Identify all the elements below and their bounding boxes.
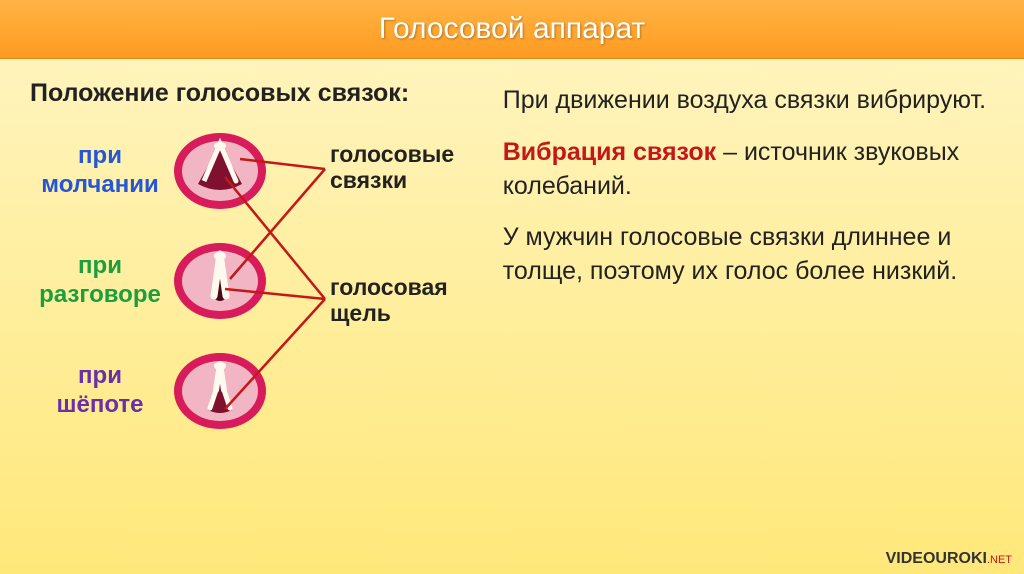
content-area: Положение голосовых связок: при молчании…: [0, 59, 1024, 573]
slide-title: Голосовой аппарат: [0, 0, 1024, 59]
larynx-icon-narrow: [170, 236, 270, 326]
paragraph-3: У мужчин голосовые связки длиннее и толщ…: [503, 221, 994, 289]
anatomy-label-cords: голосовые связки: [330, 141, 454, 194]
anatomy-label-gap: голосовая щель: [330, 274, 448, 327]
diagram-subtitle: Положение голосовых связок:: [30, 79, 493, 108]
diagram-column: Положение голосовых связок: при молчании…: [30, 79, 493, 563]
slide: Голосовой аппарат Положение голосовых св…: [0, 0, 1024, 574]
state-row-whisper: при шёпоте: [30, 346, 493, 436]
watermark-brand: VIDEOUROKI: [886, 550, 987, 567]
watermark-suffix: .NET: [987, 554, 1012, 566]
larynx-icon-open: [170, 126, 270, 216]
paragraph-2: Вибрация связок – источник звуковых коле…: [503, 136, 994, 204]
paragraph-1: При движении воздуха связки вибрируют.: [503, 84, 994, 118]
watermark: VIDEOUROKI.NET: [886, 550, 1012, 568]
larynx-icon-whisper: [170, 346, 270, 436]
state-label-silence: при молчании: [30, 142, 170, 200]
state-label-whisper: при шёпоте: [30, 362, 170, 420]
text-column: При движении воздуха связки вибрируют. В…: [493, 79, 994, 563]
emphasis-text: Вибрация связок: [503, 138, 716, 166]
state-label-talking: при разговоре: [30, 252, 170, 310]
